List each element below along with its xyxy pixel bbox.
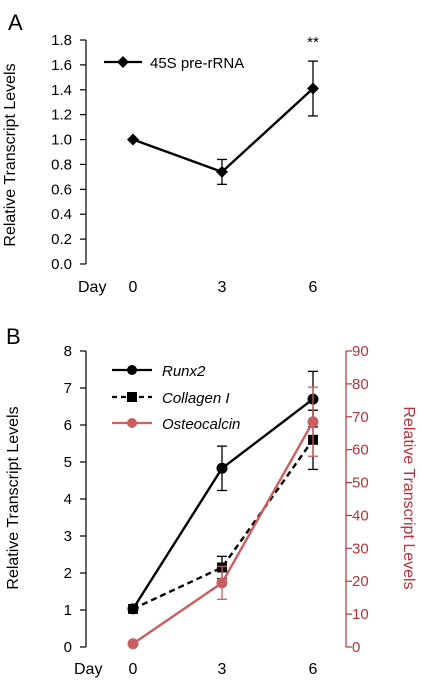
panel-label-a: A <box>8 10 23 35</box>
legend-label-runx2: Runx2 <box>162 363 206 380</box>
y2-tick-label: 30 <box>352 540 369 557</box>
y2-tick-label: 10 <box>352 606 369 623</box>
series-45s-pre-rrna <box>127 60 319 186</box>
x-tick-label: 0 <box>129 279 138 296</box>
x-tick-label: 0 <box>129 661 138 678</box>
data-point <box>127 638 139 650</box>
y-tick-label: 0.2 <box>51 231 72 248</box>
series-line <box>132 421 315 645</box>
series-line <box>132 439 314 610</box>
y2-tick-label: 0 <box>352 639 360 656</box>
y-tick-label: 1.8 <box>51 32 72 49</box>
y2-tick-label: 90 <box>352 343 369 360</box>
x-tick-label: 3 <box>218 279 227 296</box>
y2-tick-label: 40 <box>352 507 369 524</box>
y-tick-label: 0.8 <box>51 156 72 173</box>
y-tick-label: 7 <box>64 380 72 397</box>
y-tick-label: 5 <box>64 454 72 471</box>
y-tick-label: 1.4 <box>51 82 72 99</box>
x-tick-label: 3 <box>218 661 227 678</box>
y2-tick-label: 50 <box>352 475 369 492</box>
y-tick-label: 1.2 <box>51 107 72 124</box>
series-osteocalcin <box>127 386 319 650</box>
legend-b: Runx2 Collagen I Osteocalcin <box>112 363 240 433</box>
y-axis-label-b: Relative Transcript Levels <box>5 406 22 589</box>
data-point <box>128 603 138 614</box>
y-tick-label: 1.6 <box>51 57 72 74</box>
y-axis-label-a: Relative Transcript Levels <box>2 63 19 246</box>
legend-marker-osteocalcin <box>127 418 137 428</box>
x-tick-label: 6 <box>309 279 318 296</box>
legend-label-collagen: Collagen I <box>162 390 230 407</box>
panel-label-b: B <box>6 324 21 349</box>
legend-label-45s: 45S pre-rRNA <box>150 55 244 72</box>
y-tick-label: 3 <box>64 528 72 545</box>
x-tick-label: 6 <box>309 661 318 678</box>
legend-label-osteocalcin: Osteocalcin <box>162 416 240 433</box>
y-tick-label: 6 <box>64 417 72 434</box>
data-point <box>307 416 319 428</box>
legend-marker-45s <box>117 56 129 68</box>
y2-tick-label: 70 <box>352 409 369 426</box>
data-point <box>216 462 228 474</box>
legend-a: 45S pre-rRNA <box>104 55 244 72</box>
y-tick-label: 4 <box>64 491 72 508</box>
y2-tick-label: 80 <box>352 376 369 393</box>
y-tick-label: 8 <box>64 343 72 360</box>
legend-marker-collagen <box>127 392 137 402</box>
y2-axis-label-b: Relative Transcript Levels <box>400 406 417 589</box>
significance-annotation: ** <box>307 34 319 51</box>
y-tick-label: 0.4 <box>51 206 72 223</box>
y2-tick-label: 20 <box>352 573 369 590</box>
x-prefix-label-b: Day <box>74 661 102 678</box>
legend-marker-runx2 <box>127 365 137 375</box>
data-point <box>307 82 319 95</box>
data-point <box>127 133 139 146</box>
data-point <box>216 577 228 589</box>
y2-tick-label: 60 <box>352 442 369 459</box>
y-tick-label: 0 <box>64 639 72 656</box>
x-prefix-label-a: Day <box>78 279 106 296</box>
panel-a: A 0.0 0.2 0.4 0.6 0.8 1.0 1.2 1.4 1.6 1.8 0 3 6 ** 4… <box>2 10 319 296</box>
data-point <box>216 165 228 178</box>
y-tick-label: 2 <box>64 565 72 582</box>
y-tick-label: 0.6 <box>51 181 72 198</box>
y-tick-label: 1.0 <box>51 132 72 149</box>
y-tick-label: 0.0 <box>51 256 72 273</box>
y-tick-label: 1 <box>64 602 72 619</box>
